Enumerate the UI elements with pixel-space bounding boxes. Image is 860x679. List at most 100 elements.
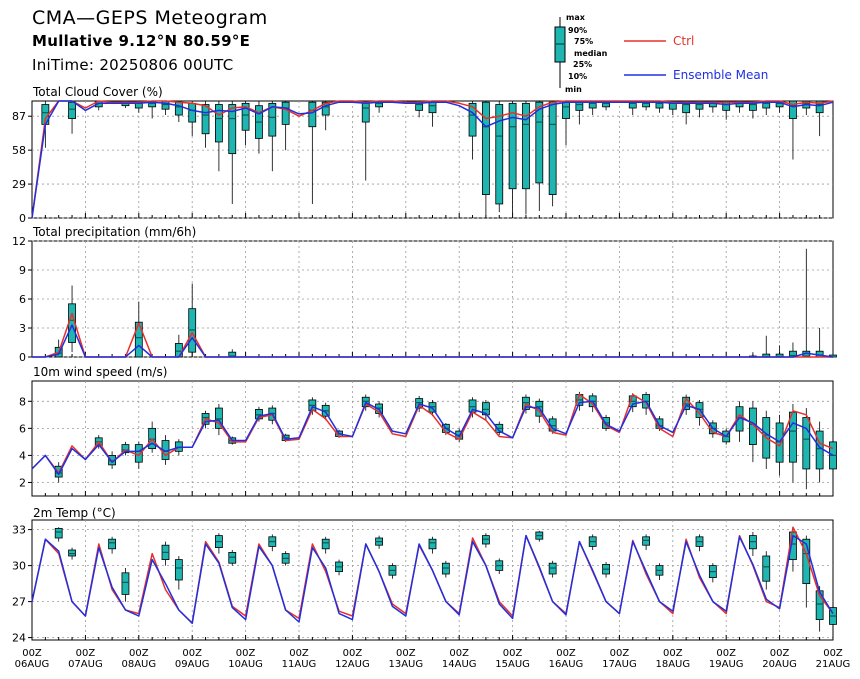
ensemble-box	[148, 100, 157, 119]
ensemble-box	[602, 562, 610, 578]
ensemble-box	[54, 527, 63, 542]
x-date-label: 06AUG	[15, 659, 50, 670]
ensemble-box	[148, 421, 157, 453]
box-body	[522, 102, 530, 190]
ensemble-box	[749, 532, 757, 556]
y-tick-label: 3	[19, 322, 26, 335]
ensemble-box	[829, 435, 837, 483]
ensemble-box	[375, 535, 384, 549]
ensemble-box	[762, 551, 771, 590]
ensemble-box	[228, 550, 237, 566]
x-date-label: 13AUG	[388, 659, 423, 670]
ensemble-box	[588, 100, 597, 116]
box-body	[668, 100, 677, 110]
box-body	[121, 444, 130, 454]
mean-line	[31, 100, 834, 219]
legend-label-2: 75%	[574, 37, 593, 46]
legend-label-0: max	[566, 13, 586, 22]
x-hour-label: 00Z	[182, 648, 202, 659]
box-body	[228, 104, 237, 155]
legend-label-3: median	[574, 49, 608, 58]
ensemble-box	[695, 534, 704, 552]
ensemble-box	[481, 533, 490, 548]
ensemble-box	[201, 101, 210, 148]
box-body	[468, 102, 477, 137]
y-tick-label: 33	[12, 524, 26, 537]
y-tick-label: 0	[19, 351, 26, 364]
ensemble-box	[321, 536, 330, 554]
x-hour-label: 00Z	[770, 648, 790, 659]
legend-label-6: min	[565, 85, 582, 94]
x-date-label: 11AUG	[282, 659, 317, 670]
ensemble-box	[815, 421, 824, 483]
box-body	[682, 100, 691, 114]
x-date-label: 19AUG	[709, 659, 744, 670]
x-date-label: 16AUG	[549, 659, 584, 670]
ctrl-line	[31, 393, 834, 474]
mean-line	[31, 534, 834, 624]
box-body	[174, 101, 183, 116]
legend-box-upper	[554, 26, 566, 45]
box-body	[428, 538, 437, 550]
ensemble-box	[775, 345, 784, 358]
box-body	[214, 407, 223, 429]
ensemble-box	[789, 100, 797, 160]
x-date-label: 18AUG	[655, 659, 690, 670]
ctrl-line	[31, 100, 834, 219]
y-tick-label: 29	[12, 178, 26, 191]
x-date-label: 08AUG	[121, 659, 156, 670]
ensemble-box	[174, 556, 183, 590]
box-body	[562, 101, 570, 119]
ensemble-box	[642, 534, 650, 550]
ensemble-box	[508, 101, 517, 214]
y-tick-label: 6	[19, 293, 26, 306]
ensemble-box	[268, 534, 277, 552]
ensemble-box	[255, 101, 263, 154]
box-body	[535, 101, 544, 184]
ensemble-box	[108, 536, 116, 554]
y-tick-label: 9	[19, 264, 26, 277]
box-body	[548, 562, 557, 575]
panel-title: Total precipitation (mm/6h)	[32, 225, 196, 239]
y-tick-label: 0	[19, 212, 26, 225]
initime-label: IniTime: 20250806 00UTC	[32, 56, 234, 74]
x-hour-label: 00Z	[610, 648, 630, 659]
ensemble-box	[174, 101, 183, 123]
ensemble-box	[134, 301, 143, 358]
y-tick-label: 24	[12, 632, 26, 645]
ensemble-box	[789, 404, 797, 483]
legend-box-lower	[554, 43, 566, 63]
box-body	[361, 101, 370, 123]
ensemble-box	[481, 101, 490, 216]
panel-title: 10m wind speed (m/s)	[33, 365, 167, 379]
ensemble-box	[708, 563, 717, 583]
box-body	[762, 555, 771, 582]
box-body	[121, 572, 130, 595]
box-body	[508, 102, 517, 190]
y-tick-label: 6	[19, 422, 26, 435]
ensemble-box	[535, 530, 544, 542]
box-body	[481, 402, 490, 416]
ensemble-box	[575, 100, 584, 125]
box-body	[321, 538, 330, 550]
x-hour-label: 00Z	[396, 648, 416, 659]
ctrl-line	[32, 312, 833, 358]
x-date-label: 10AUG	[228, 659, 263, 670]
ensemble-box	[361, 101, 370, 181]
box-body	[241, 102, 250, 131]
y-tick-label: 2	[19, 476, 26, 489]
x-date-label: 12AUG	[335, 659, 370, 670]
box-body	[548, 101, 557, 195]
x-date-label: 07AUG	[68, 659, 103, 670]
x-date-label: 21AUG	[816, 659, 851, 670]
ensemble-box	[628, 100, 637, 116]
box-body	[54, 528, 63, 539]
panel-3	[28, 519, 837, 641]
legend-label-1: 90%	[568, 26, 587, 35]
panel-0	[28, 100, 834, 219]
box-body	[749, 100, 757, 111]
ensemble-box	[815, 328, 824, 358]
box-body	[815, 100, 824, 114]
x-hour-label: 00Z	[129, 648, 149, 659]
ensemble-box	[228, 101, 237, 204]
